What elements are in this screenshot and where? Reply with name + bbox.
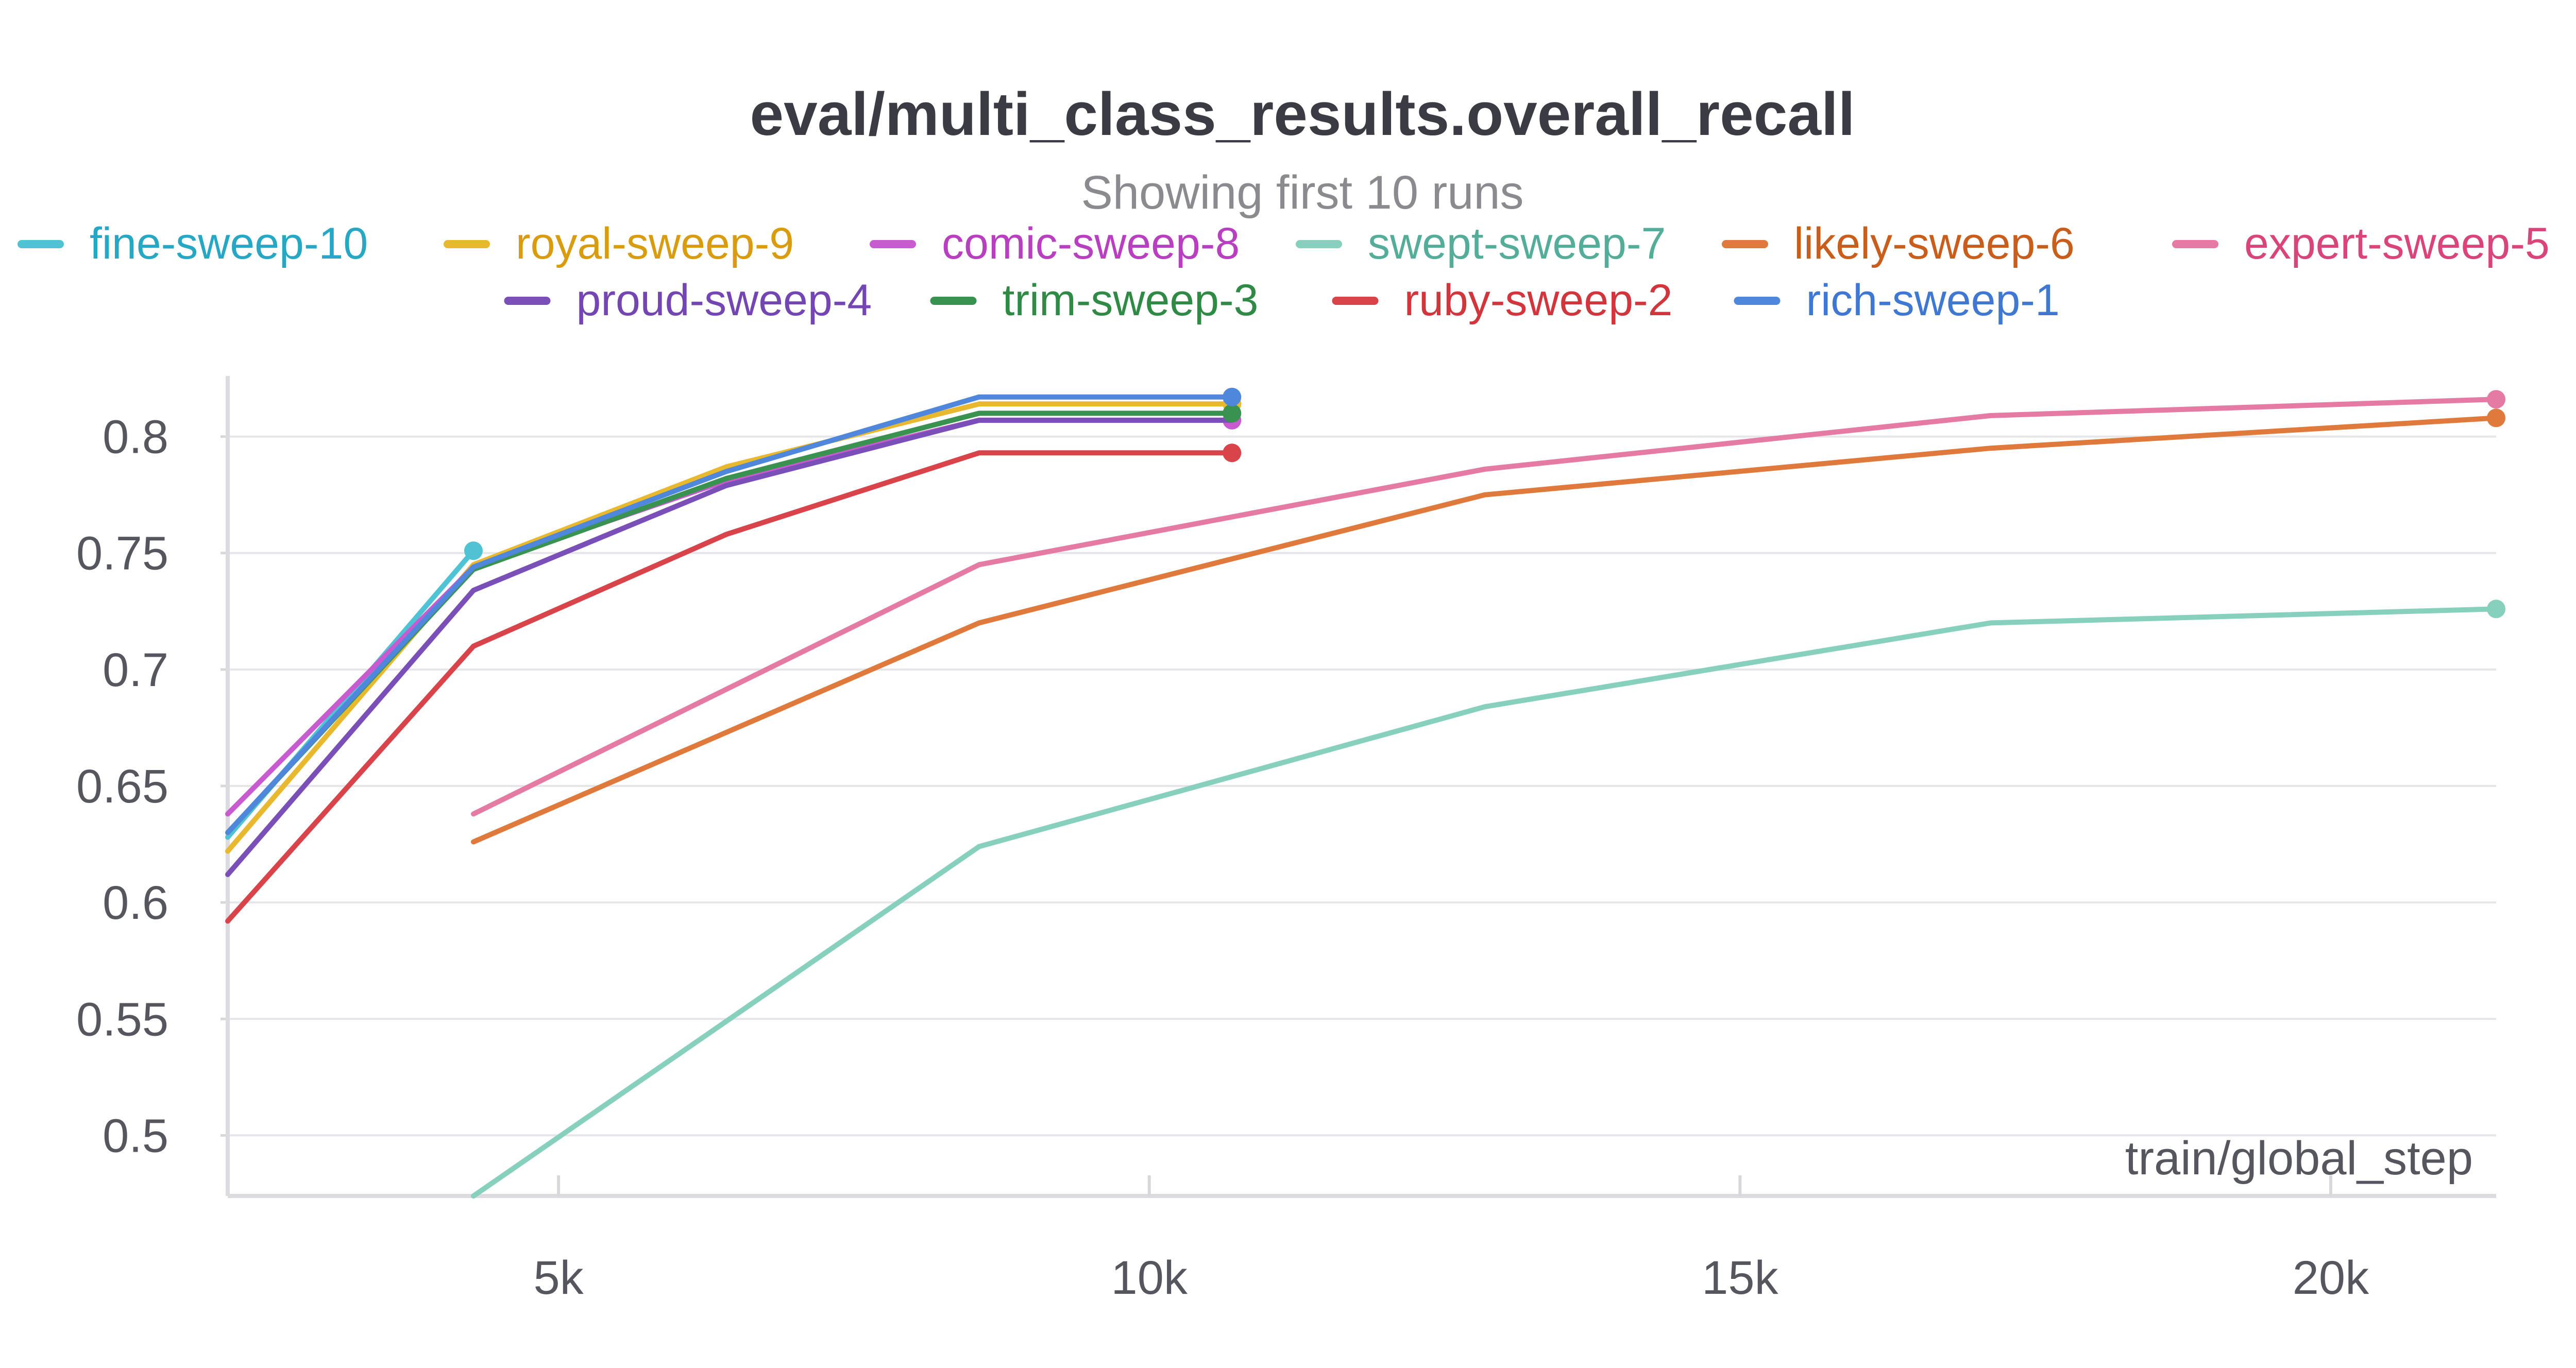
legend-item-proud-sweep-4[interactable]: proud-sweep-4 [504,276,872,325]
legend-label: expert-sweep-5 [2244,219,2550,268]
gridlines [228,435,2496,1137]
legend-label: swept-sweep-7 [1368,219,1666,268]
legend-label: ruby-sweep-2 [1404,276,1673,325]
series-expert-sweep-5 [471,390,2505,817]
series-line-ruby-sweep-2[interactable] [225,450,1235,924]
y-tick-label: 0.7 [103,644,168,696]
x-tick-label: 10k [1111,1252,1188,1304]
chart-subtitle: Showing first 10 runs [1081,166,1523,219]
legend-item-likely-sweep-6[interactable]: likely-sweep-6 [1722,219,2075,268]
legend-label: rich-sweep-1 [1806,276,2060,325]
legend-label: likely-sweep-6 [1794,219,2075,268]
legend-item-royal-sweep-9[interactable]: royal-sweep-9 [444,219,794,268]
series-swept-sweep-7 [471,600,2505,1199]
legend-label: trim-sweep-3 [1003,276,1259,325]
legend-item-trim-sweep-3[interactable]: trim-sweep-3 [930,276,1259,325]
series-end-point-likely-sweep-6[interactable] [2487,408,2505,427]
series-line-trim-sweep-3[interactable] [225,411,1235,835]
legend-label: proud-sweep-4 [577,276,872,325]
y-tick-label: 0.65 [76,760,168,813]
series-proud-sweep-4 [225,417,1235,877]
series-line-swept-sweep-7[interactable] [471,606,2499,1199]
legend-item-ruby-sweep-2[interactable]: ruby-sweep-2 [1332,276,1673,325]
series-layer [225,387,2505,1199]
series-likely-sweep-6 [471,408,2505,845]
series-line-proud-sweep-4[interactable] [225,417,1235,877]
legend: fine-sweep-10 royal-sweep-9 comic-sweep-8 s… [18,219,2550,325]
series-end-point-fine-sweep-10[interactable] [464,541,483,560]
series-line-likely-sweep-6[interactable] [471,415,2499,845]
y-tick-label: 0.55 [76,993,168,1046]
x-tick-label: 20k [2293,1252,2369,1304]
legend-label: comic-sweep-8 [942,219,1240,268]
legend-label: royal-sweep-9 [516,219,794,268]
series-end-point-swept-sweep-7[interactable] [2487,600,2505,619]
legend-item-swept-sweep-7[interactable]: swept-sweep-7 [1296,219,1666,268]
series-line-rich-sweep-1[interactable] [225,394,1235,835]
y-tick-label: 0.6 [103,877,168,929]
axes: 0.5 0.55 0.6 0.65 0.7 0.75 0.8 5k 10k 15k 20k [76,376,2496,1304]
legend-item-expert-sweep-5[interactable]: expert-sweep-5 [2172,219,2550,268]
legend-item-comic-sweep-8[interactable]: comic-sweep-8 [870,219,1240,268]
y-tick-label: 0.5 [103,1109,168,1162]
x-axis-label: train/global_step [2125,1132,2473,1185]
x-tick-label: 15k [1702,1252,1778,1304]
legend-label: fine-sweep-10 [90,219,368,268]
legend-item-fine-sweep-10[interactable]: fine-sweep-10 [18,219,368,268]
series-line-expert-sweep-5[interactable] [471,397,2499,817]
series-end-point-trim-sweep-3[interactable] [1223,404,1242,423]
x-tick-label: 5k [534,1252,584,1304]
series-end-point-expert-sweep-5[interactable] [2487,390,2505,409]
series-royal-sweep-9 [225,395,1242,854]
series-end-point-ruby-sweep-2[interactable] [1223,443,1242,463]
series-end-point-rich-sweep-1[interactable] [1223,387,1242,406]
y-tick-label: 0.75 [76,527,168,580]
chart-title: eval/multi_class_results.overall_recall [750,80,1855,148]
series-ruby-sweep-2 [225,443,1242,924]
y-tick-label: 0.8 [103,411,168,464]
series-rich-sweep-1 [225,387,1242,835]
legend-item-rich-sweep-1[interactable]: rich-sweep-1 [1734,276,2060,325]
